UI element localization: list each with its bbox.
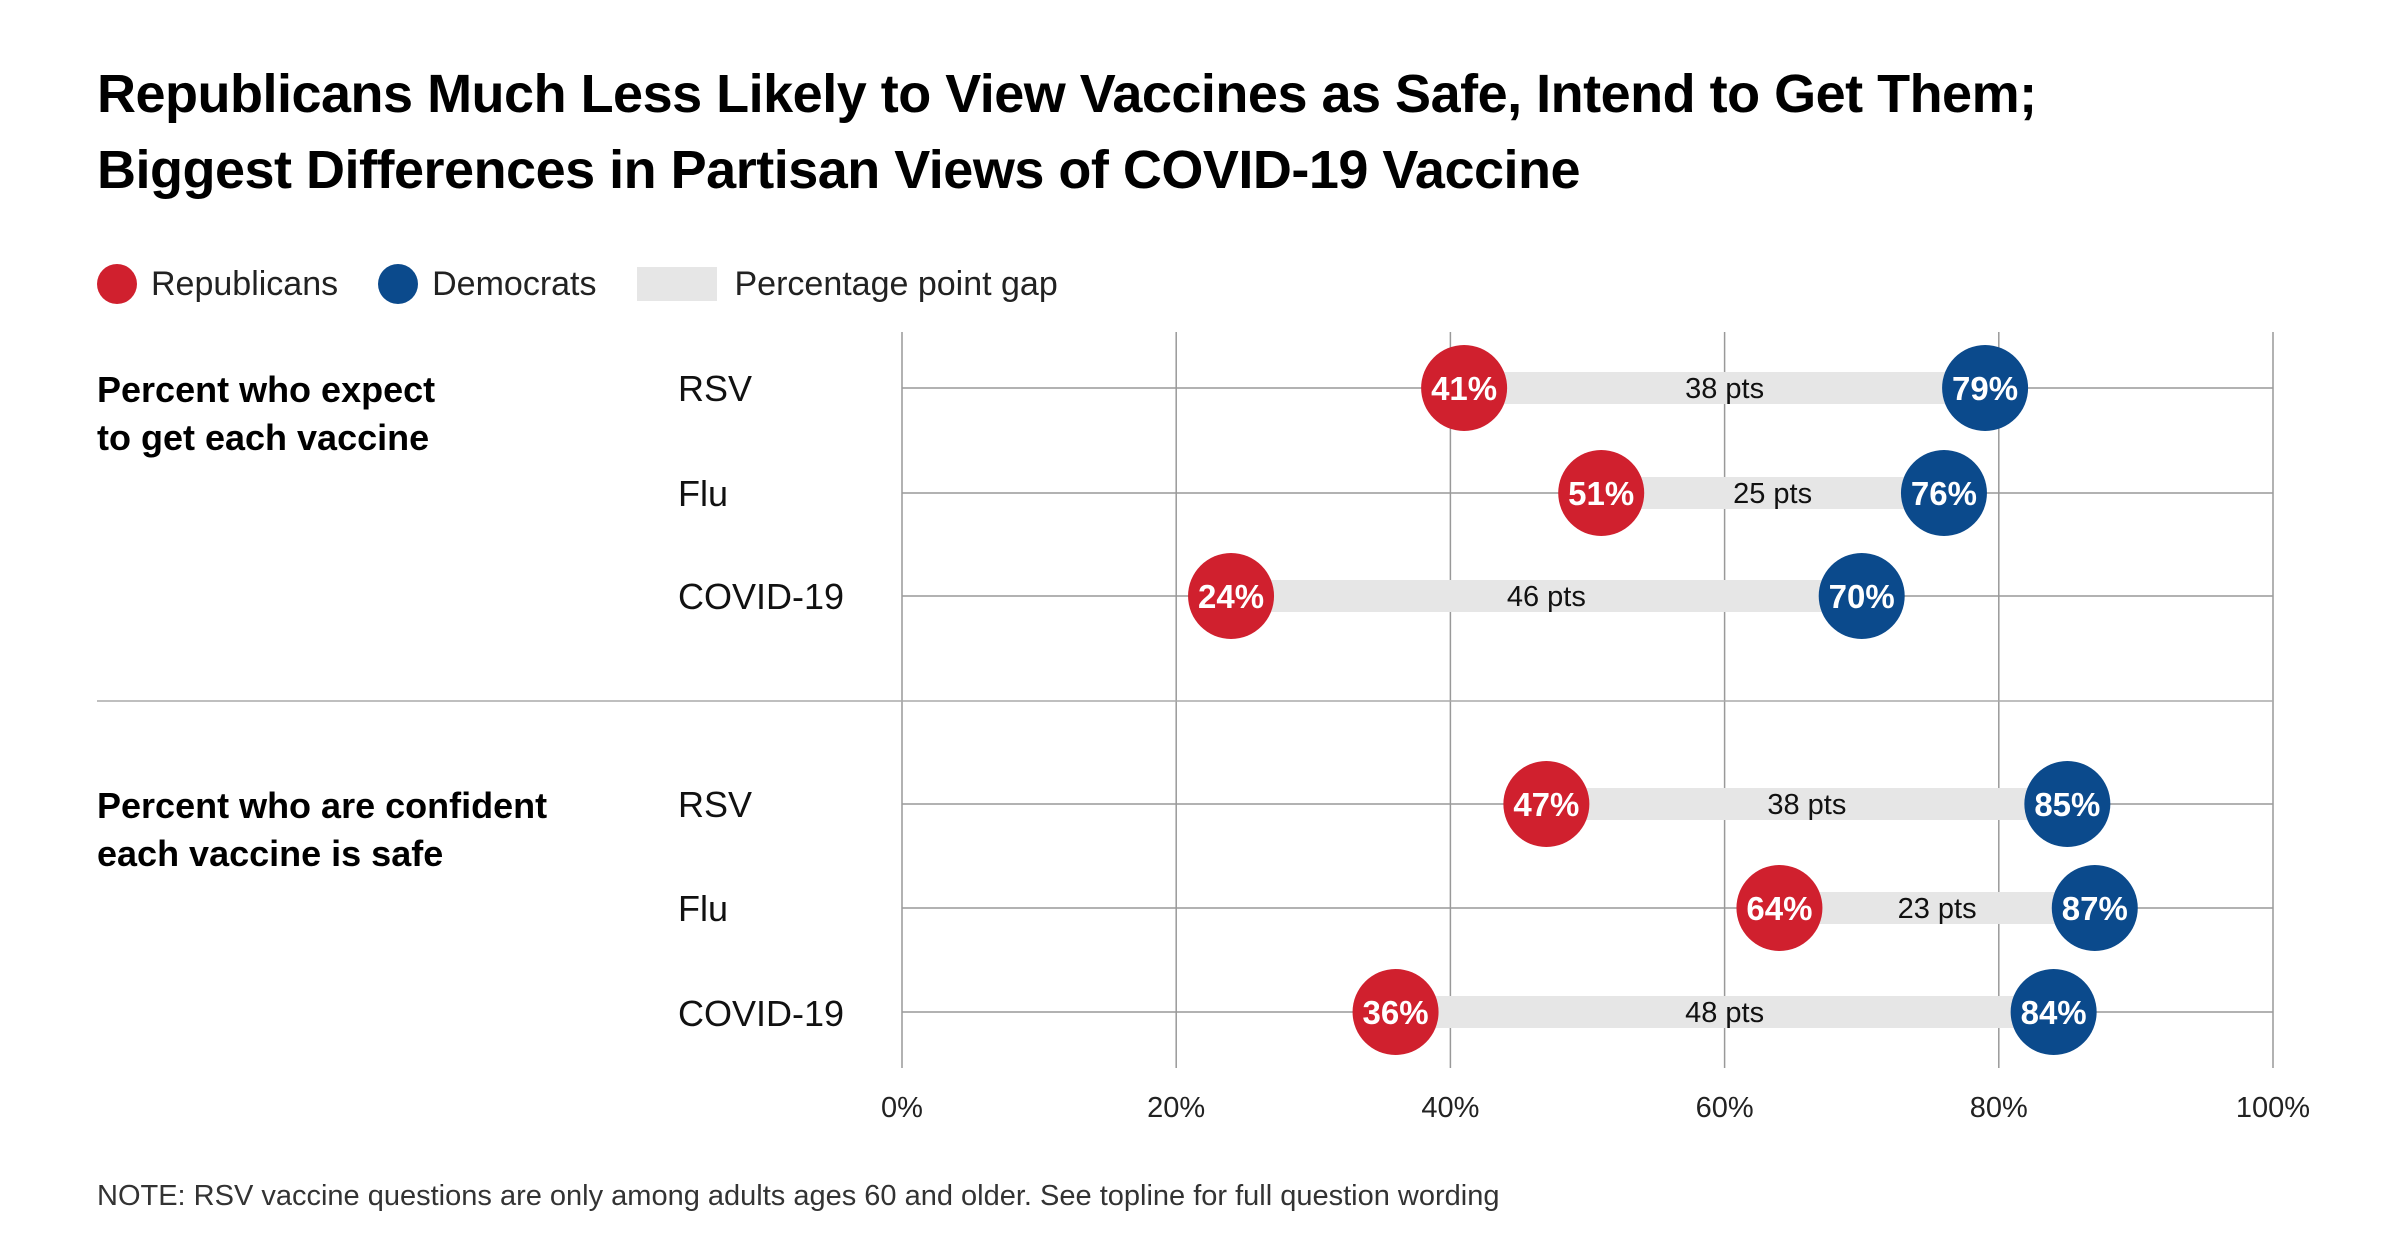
democrats-value-label-g1-r1: 87% bbox=[2062, 890, 2128, 927]
x-tick-label-0: 0% bbox=[881, 1092, 923, 1124]
democrats-value-label-g1-r2: 84% bbox=[2021, 994, 2087, 1031]
gap-label-g1-r0: 38 pts bbox=[1767, 789, 1846, 821]
group-label-expect-line-1: Percent who expect bbox=[97, 369, 436, 410]
democrats-value-label-g0-r1: 76% bbox=[1911, 475, 1977, 512]
gap-bar-g0-r0 bbox=[1464, 372, 1986, 404]
legend-swatch-gap bbox=[636, 267, 717, 301]
democrats-dot-g1-r0 bbox=[2024, 761, 2111, 847]
democrats-dot-g1-r1 bbox=[2051, 865, 2138, 951]
republicans-value-label-g1-r2: 36% bbox=[1363, 994, 1429, 1031]
republicans-dot-g1-r2 bbox=[1352, 969, 1439, 1055]
gap-bar-g1-r1 bbox=[1779, 892, 2095, 924]
gap-bar-g0-r2 bbox=[1231, 580, 1862, 612]
republicans-dot-g1-r0 bbox=[1503, 761, 1590, 847]
republicans-value-label-g1-r0: 47% bbox=[1513, 786, 1579, 823]
x-tick-label-1: 20% bbox=[1147, 1092, 1205, 1124]
legend: Republicans Democrats Percentage point g… bbox=[97, 262, 1098, 306]
row-label-confident-flu: Flu bbox=[678, 888, 729, 929]
chart-title-line-1: Republicans Much Less Likely to View Vac… bbox=[97, 64, 2037, 124]
footnote: NOTE: RSV vaccine questions are only amo… bbox=[97, 1180, 1500, 1212]
chart-title-line-2: Biggest Differences in Partisan Views of… bbox=[97, 140, 1581, 200]
republicans-dot-g0-r0 bbox=[1421, 345, 1508, 431]
republicans-dot-g0-r1 bbox=[1558, 450, 1645, 536]
x-tick-label-2: 40% bbox=[1421, 1092, 1479, 1124]
legend-swatch-republicans bbox=[97, 264, 137, 304]
republicans-value-label-g0-r2: 24% bbox=[1198, 578, 1264, 615]
democrats-dot-g0-r0 bbox=[1942, 345, 2029, 431]
democrats-dot-g0-r2 bbox=[1818, 553, 1905, 639]
x-tick-label-5: 100% bbox=[2236, 1092, 2310, 1124]
group-label-confident: Percent who are confident each vaccine i… bbox=[97, 782, 547, 878]
republicans-value-label-g0-r1: 51% bbox=[1568, 475, 1634, 512]
row-label-expect-rsv: RSV bbox=[678, 368, 753, 409]
legend-label-republicans: Republicans bbox=[151, 264, 339, 303]
gap-bar-g1-r2 bbox=[1395, 996, 2054, 1028]
republicans-dot-g0-r2 bbox=[1188, 553, 1275, 639]
group-label-confident-line-1: Percent who are confident bbox=[97, 785, 548, 826]
gap-bar-g1-r0 bbox=[1546, 788, 2068, 820]
x-tick-label-4: 80% bbox=[1970, 1092, 2028, 1124]
row-label-expect-flu: Flu bbox=[678, 473, 729, 514]
republicans-value-label-g1-r1: 64% bbox=[1746, 890, 1812, 927]
legend-item-democrats: Democrats bbox=[378, 264, 597, 304]
chart-title: Republicans Much Less Likely to View Vac… bbox=[97, 56, 2347, 208]
democrats-dot-g0-r1 bbox=[1900, 450, 1987, 536]
republicans-value-label-g0-r0: 41% bbox=[1431, 370, 1497, 407]
row-label-confident-rsv: RSV bbox=[678, 784, 753, 825]
gap-label-g0-r1: 25 pts bbox=[1733, 478, 1812, 510]
gap-label-g0-r0: 38 pts bbox=[1685, 373, 1764, 405]
gap-label-g0-r2: 46 pts bbox=[1507, 581, 1586, 613]
legend-swatch-democrats bbox=[378, 264, 419, 304]
group-label-expect-line-2: to get each vaccine bbox=[97, 417, 430, 458]
row-label-confident-covid: COVID-19 bbox=[678, 993, 845, 1034]
legend-label-democrats: Democrats bbox=[432, 264, 597, 303]
democrats-value-label-g1-r0: 85% bbox=[2034, 786, 2100, 823]
democrats-value-label-g0-r2: 70% bbox=[1829, 578, 1895, 615]
gap-label-g1-r2: 48 pts bbox=[1685, 997, 1764, 1029]
row-label-expect-covid: COVID-19 bbox=[678, 576, 845, 617]
democrats-value-label-g0-r0: 79% bbox=[1952, 370, 2018, 407]
republicans-dot-g1-r1 bbox=[1736, 865, 1823, 951]
group-label-confident-line-2: each vaccine is safe bbox=[97, 833, 444, 874]
gap-bar-g0-r1 bbox=[1601, 477, 1944, 509]
legend-label-gap: Percentage point gap bbox=[734, 264, 1058, 303]
x-tick-label-3: 60% bbox=[1696, 1092, 1754, 1124]
group-label-expect: Percent who expect to get each vaccine bbox=[97, 366, 435, 462]
legend-item-gap: Percentage point gap bbox=[636, 264, 1058, 304]
legend-item-republicans: Republicans bbox=[97, 264, 338, 304]
gap-label-g1-r1: 23 pts bbox=[1898, 893, 1977, 925]
democrats-dot-g1-r2 bbox=[2010, 969, 2097, 1055]
